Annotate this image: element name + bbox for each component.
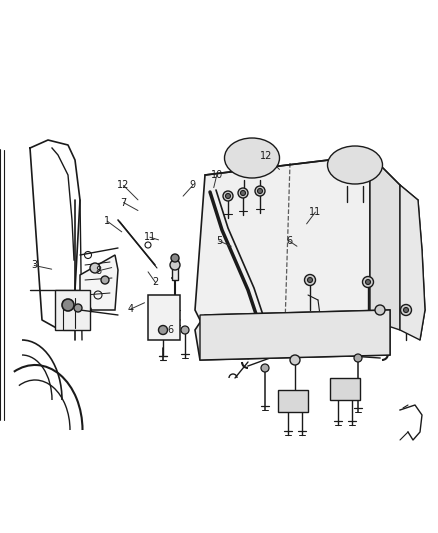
- Polygon shape: [200, 310, 390, 360]
- Text: 11: 11: [309, 207, 321, 217]
- Ellipse shape: [225, 138, 279, 178]
- Text: 6: 6: [167, 326, 173, 335]
- Circle shape: [226, 193, 230, 198]
- Polygon shape: [370, 155, 400, 330]
- Circle shape: [90, 263, 100, 273]
- Circle shape: [400, 304, 411, 316]
- Circle shape: [354, 354, 362, 362]
- Text: 2: 2: [152, 278, 159, 287]
- Text: 12: 12: [260, 151, 272, 160]
- Circle shape: [170, 260, 180, 270]
- Ellipse shape: [328, 146, 382, 184]
- Text: 12: 12: [117, 181, 130, 190]
- Text: 3: 3: [31, 261, 37, 270]
- Circle shape: [261, 364, 269, 372]
- Circle shape: [307, 278, 312, 282]
- Text: 7: 7: [120, 198, 127, 207]
- Circle shape: [171, 254, 179, 262]
- Circle shape: [159, 326, 167, 335]
- Circle shape: [62, 299, 74, 311]
- FancyBboxPatch shape: [278, 390, 308, 412]
- Text: 9: 9: [190, 181, 196, 190]
- Polygon shape: [80, 255, 118, 310]
- Polygon shape: [172, 258, 178, 280]
- Circle shape: [101, 276, 109, 284]
- Polygon shape: [195, 155, 370, 330]
- Circle shape: [240, 190, 246, 196]
- Circle shape: [258, 189, 262, 193]
- Text: 10: 10: [211, 170, 223, 180]
- Circle shape: [304, 274, 315, 286]
- Circle shape: [365, 279, 371, 285]
- Text: 1: 1: [104, 216, 110, 226]
- Text: 6: 6: [286, 236, 292, 246]
- Text: 5: 5: [216, 236, 222, 246]
- Circle shape: [74, 304, 82, 312]
- Circle shape: [181, 326, 189, 334]
- Text: 8: 8: [95, 266, 102, 276]
- FancyBboxPatch shape: [330, 378, 360, 400]
- Circle shape: [290, 355, 300, 365]
- FancyBboxPatch shape: [55, 290, 90, 330]
- Text: 11: 11: [144, 232, 156, 242]
- Circle shape: [363, 277, 374, 287]
- FancyBboxPatch shape: [148, 295, 180, 340]
- Circle shape: [238, 188, 248, 198]
- Circle shape: [403, 308, 409, 312]
- Polygon shape: [400, 185, 425, 340]
- Circle shape: [255, 186, 265, 196]
- Polygon shape: [195, 310, 390, 360]
- Circle shape: [375, 305, 385, 315]
- Text: 4: 4: [127, 304, 134, 314]
- Circle shape: [223, 191, 233, 201]
